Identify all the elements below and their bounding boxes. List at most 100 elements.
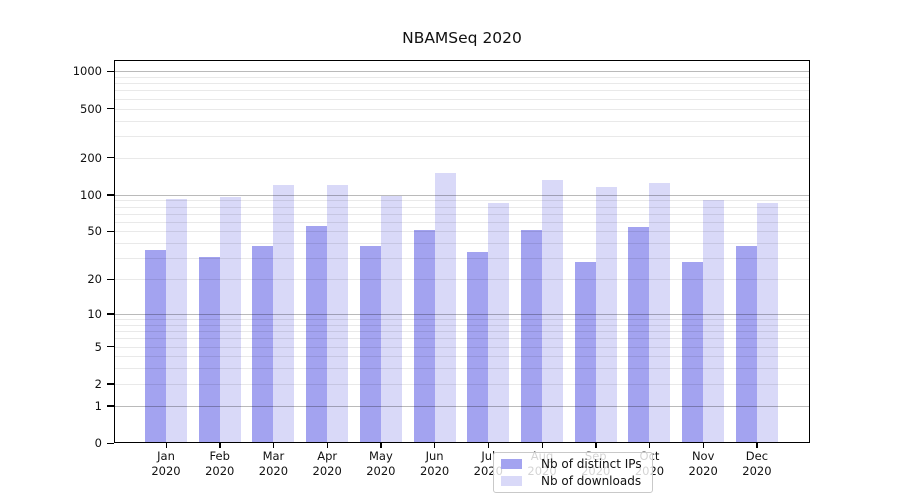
x-tick-mark bbox=[326, 443, 328, 448]
bar-distinct-ips bbox=[467, 251, 489, 443]
x-tick-mark bbox=[165, 443, 167, 448]
bar-distinct-ips bbox=[521, 230, 543, 443]
legend-label: Nb of downloads bbox=[541, 473, 642, 488]
x-tick-label: Feb 2020 bbox=[188, 449, 252, 479]
x-tick-year: 2020 bbox=[366, 464, 396, 478]
x-tick-mark bbox=[434, 443, 436, 448]
bar-distinct-ips bbox=[252, 245, 274, 443]
minor-gridline bbox=[114, 90, 810, 92]
y-tick-label: 500 bbox=[80, 101, 102, 116]
bar-distinct-ips bbox=[574, 261, 596, 443]
minor-gridline bbox=[114, 243, 810, 245]
y-tick-label: 10 bbox=[87, 306, 102, 321]
bar-distinct-ips bbox=[413, 230, 435, 443]
x-tick-month: Apr bbox=[317, 449, 338, 463]
y-tick-mark bbox=[107, 346, 114, 348]
legend-label: Nb of distinct IPs bbox=[541, 457, 642, 472]
minor-gridline bbox=[114, 83, 810, 85]
bar-downloads bbox=[219, 197, 241, 443]
minor-gridline bbox=[114, 368, 810, 370]
minor-gridline bbox=[114, 213, 810, 215]
minor-gridline bbox=[114, 338, 810, 340]
legend-item-distinct-ips: Nb of distinct IPs bbox=[501, 457, 644, 471]
y-tick-mark bbox=[107, 194, 114, 196]
x-tick-label: May 2020 bbox=[349, 449, 413, 479]
legend: Nb of distinct IPs Nb of downloads bbox=[493, 452, 653, 493]
minor-gridline bbox=[114, 120, 810, 122]
minor-gridline bbox=[114, 231, 810, 233]
y-tick-mark bbox=[107, 405, 114, 407]
y-tick-mark bbox=[107, 278, 114, 280]
legend-swatch bbox=[501, 475, 522, 486]
y-tick-mark bbox=[107, 157, 114, 159]
minor-gridline bbox=[114, 383, 810, 385]
bar-downloads bbox=[434, 173, 456, 443]
y-tick-label: 5 bbox=[94, 339, 102, 354]
x-tick-mark bbox=[756, 443, 758, 448]
minor-gridline bbox=[114, 206, 810, 208]
bar-downloads bbox=[327, 184, 349, 443]
legend-item-downloads: Nb of downloads bbox=[501, 474, 644, 488]
bar-distinct-ips bbox=[306, 226, 328, 443]
bar-distinct-ips bbox=[145, 250, 166, 443]
legend-swatch bbox=[501, 459, 522, 470]
bar-downloads bbox=[488, 203, 510, 443]
bar-downloads bbox=[380, 195, 402, 443]
x-tick-mark bbox=[272, 443, 275, 448]
minor-gridline bbox=[114, 76, 810, 78]
y-tick-mark bbox=[107, 313, 114, 315]
minor-gridline bbox=[114, 346, 810, 348]
x-tick-month: Jan bbox=[157, 449, 175, 463]
major-gridline bbox=[114, 194, 810, 196]
bar-downloads bbox=[649, 183, 671, 443]
x-tick-mark bbox=[595, 443, 597, 448]
x-tick-label: Dec 2020 bbox=[725, 449, 789, 479]
x-tick-month: Dec bbox=[745, 449, 769, 463]
bar-distinct-ips bbox=[198, 256, 220, 443]
major-gridline bbox=[114, 71, 810, 73]
y-tick-label: 0 bbox=[94, 436, 102, 450]
x-tick-label: Mar 2020 bbox=[241, 449, 305, 479]
bar-distinct-ips bbox=[359, 245, 381, 443]
bar-downloads bbox=[273, 184, 295, 443]
bar-downloads bbox=[542, 180, 564, 443]
x-tick-mark bbox=[219, 443, 221, 448]
minor-gridline bbox=[114, 356, 810, 358]
minor-gridline bbox=[114, 258, 810, 260]
x-tick-year: 2020 bbox=[205, 464, 235, 478]
x-tick-mark bbox=[487, 443, 490, 448]
y-tick-label: 200 bbox=[80, 150, 102, 165]
major-gridline bbox=[114, 313, 810, 315]
y-tick-label: 50 bbox=[87, 224, 102, 239]
x-tick-year: 2020 bbox=[258, 464, 289, 478]
major-gridline bbox=[114, 405, 810, 407]
plot-area: Nb of distinct IPs Nb of downloads bbox=[114, 60, 810, 493]
x-tick-label: Jan 2020 bbox=[134, 449, 198, 479]
y-tick-mark bbox=[107, 442, 114, 444]
x-tick-month: Nov bbox=[691, 449, 715, 463]
y-tick-label: 1 bbox=[94, 398, 102, 413]
x-tick-month: Jun bbox=[425, 449, 444, 463]
y-tick-label: 100 bbox=[80, 187, 102, 202]
x-tick-label: Jun 2020 bbox=[403, 449, 467, 479]
x-tick-label: Apr 2020 bbox=[295, 449, 359, 479]
y-tick-mark bbox=[107, 230, 114, 233]
x-tick-month: Feb bbox=[209, 449, 230, 463]
x-tick-year: 2020 bbox=[419, 464, 450, 478]
bar-downloads bbox=[166, 199, 187, 443]
y-tick-mark bbox=[107, 70, 114, 73]
x-tick-mark bbox=[541, 443, 543, 448]
y-tick-label: 20 bbox=[87, 272, 102, 287]
x-tick-year: 2020 bbox=[151, 464, 181, 478]
x-tick-month: Mar bbox=[262, 449, 285, 463]
minor-gridline bbox=[114, 108, 810, 110]
bar-distinct-ips bbox=[628, 227, 650, 443]
minor-gridline bbox=[114, 319, 810, 321]
x-tick-mark bbox=[702, 443, 704, 448]
y-tick-label: 1000 bbox=[72, 64, 102, 79]
minor-gridline bbox=[114, 221, 810, 223]
x-tick-label: Nov 2020 bbox=[671, 449, 735, 479]
y-tick-label: 2 bbox=[94, 376, 102, 391]
minor-gridline bbox=[114, 157, 810, 159]
